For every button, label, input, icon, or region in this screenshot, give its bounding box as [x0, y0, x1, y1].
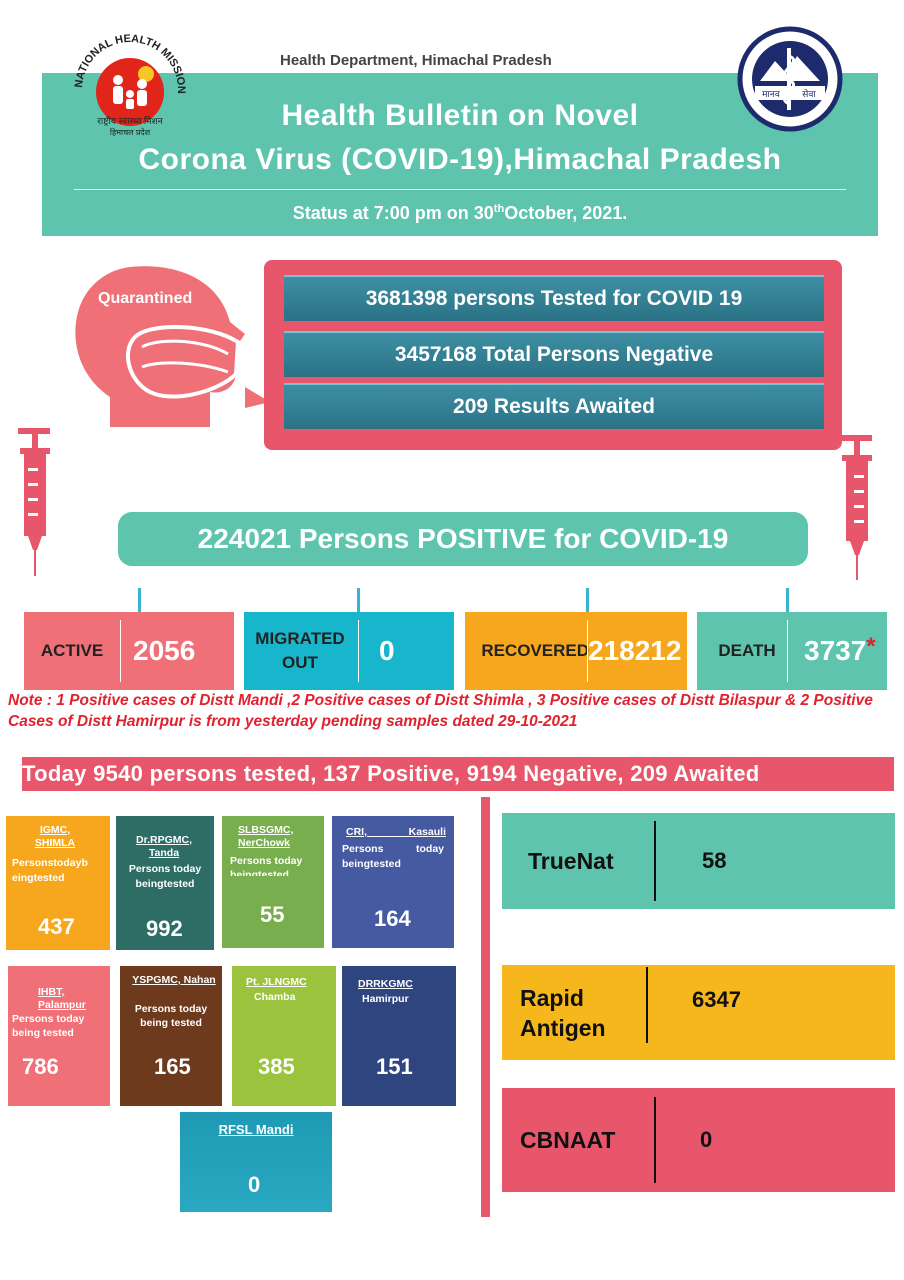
rapid-antigen-box: Rapid Antigen 6347	[502, 965, 895, 1060]
lab-desc: Personstodayb eingtested	[12, 857, 88, 884]
banner-divider	[74, 189, 846, 190]
cbnaat-label: CBNAAT	[520, 1126, 616, 1153]
lab-name: YSPGMC, Nahan	[132, 974, 216, 986]
truenat-box: TrueNat 58	[502, 813, 895, 909]
svg-text:मानव: मानव	[762, 89, 781, 99]
lab-box-rfsl: RFSL Mandi 0	[180, 1112, 332, 1212]
lab-name: SLBSGMC, NerChowk	[238, 824, 294, 849]
connector-tick	[357, 588, 360, 612]
lab-name: RFSL Mandi	[218, 1122, 294, 1137]
recovered-label: RECOVERED	[481, 641, 589, 660]
nhm-logo: NATIONAL HEALTH MISSION राष्ट्रीय स्वास्…	[60, 28, 200, 138]
lab-desc: Persons today being tested	[134, 1003, 208, 1029]
lab-value: 786	[22, 1054, 59, 1079]
lab-desc: Hamirpur	[362, 993, 409, 1005]
quarantined-illustration: Quarantined	[70, 262, 270, 442]
today-summary-bar: Today 9540 persons tested, 137 Positive,…	[22, 757, 894, 791]
migrated-box: MIGRATED OUT 0	[244, 612, 454, 690]
syringe-icon	[18, 428, 50, 576]
status-date: Status at 7:00 pm on 30thOctober, 2021.	[292, 203, 628, 223]
recovered-box: RECOVERED 218212	[465, 612, 687, 690]
lab-value: 164	[374, 906, 411, 931]
lab-name: DRRKGMC	[358, 978, 413, 990]
migrated-value: 0	[379, 635, 395, 666]
active-box: ACTIVE 2056	[24, 612, 234, 690]
quarantined-label: Quarantined	[98, 290, 193, 307]
page-title-line2: Corona Virus (COVID-19),Himachal Pradesh	[138, 143, 782, 176]
lab-value: 992	[146, 916, 183, 941]
lab-value: 437	[38, 914, 75, 939]
lab-box-slbsgmc: SLBSGMC, NerChowk Persons today beingtes…	[222, 816, 324, 948]
migrated-label: MIGRATED OUT	[255, 629, 345, 672]
rapid-antigen-label: Rapid Antigen	[520, 984, 606, 1041]
connector-tick	[138, 588, 141, 612]
truenat-label: TrueNat	[528, 847, 614, 874]
lab-desc: Persons today beingtested	[230, 855, 303, 876]
death-value: 3737	[804, 635, 867, 666]
lab-value: 165	[154, 1054, 191, 1079]
lab-name: CRI, Kasauli	[346, 826, 446, 838]
page-title-line1: Health Bulletin on Novel	[281, 99, 639, 132]
lab-value: 0	[248, 1172, 261, 1197]
active-value: 2056	[133, 635, 196, 666]
death-label: DEATH	[718, 641, 776, 660]
lab-desc: Persons today beingtested	[128, 863, 202, 890]
lab-box-cri: CRI, Kasauli Persons today beingtested 1…	[332, 816, 454, 948]
lab-box-yspgmc: YSPGMC, Nahan Persons today being tested…	[120, 966, 222, 1106]
active-label: ACTIVE	[40, 641, 104, 660]
lab-value: 151	[376, 1054, 413, 1079]
department-name: Health Department, Himachal Pradesh	[280, 52, 552, 69]
lab-box-rpgmc: Dr.RPGMC, Tanda Persons today beingteste…	[116, 816, 214, 950]
lab-box-ihbt: IHBT, Palampur Persons today being teste…	[8, 966, 110, 1106]
tested-stat: 3681398 persons Tested for COVID 19	[284, 275, 824, 321]
lab-name: Dr.RPGMC, Tanda	[135, 834, 192, 859]
rapid-antigen-value: 6347	[692, 986, 741, 1012]
title-banner: Health Bulletin on Novel Corona Virus (C…	[42, 73, 878, 236]
cbnaat-box: CBNAAT 0	[502, 1088, 895, 1192]
negative-stat: 3457168 Total Persons Negative	[284, 331, 824, 377]
lab-value: 385	[258, 1054, 295, 1079]
lab-value: 55	[260, 902, 285, 927]
recovered-value: 218212	[588, 635, 682, 666]
positive-total-bar: 224021 Persons POSITIVE for COVID-19	[118, 512, 808, 566]
syringe-right	[836, 435, 878, 580]
connector-tick	[586, 588, 589, 612]
svg-text:राष्ट्रीय स्वास्थ्य मिशन: राष्ट्रीय स्वास्थ्य मिशन	[97, 115, 164, 126]
lab-name: IHBT, Palampur	[38, 986, 86, 1011]
testing-panel: 3681398 persons Tested for COVID 19 3457…	[264, 260, 842, 450]
lab-box-jlngmc: Pt. JLNGMC Chamba 385	[232, 966, 336, 1106]
lab-name: Pt. JLNGMC	[246, 976, 307, 988]
svg-text:सेवा: सेवा	[802, 88, 816, 99]
lab-desc: Persons today being tested	[12, 1013, 85, 1039]
lab-desc: Persons today beingtested	[342, 843, 444, 870]
death-asterisk: *	[866, 633, 876, 660]
lab-desc: Chamba	[254, 991, 296, 1003]
lab-name: IGMC, SHIMLA	[34, 824, 76, 849]
death-box: DEATH 3737 *	[697, 612, 887, 690]
lab-box-drrkgmc: DRRKGMC Hamirpur 151	[342, 966, 456, 1106]
truenat-value: 58	[702, 848, 727, 873]
caduceus-emblem-icon: मानव सेवा	[737, 26, 843, 132]
syringe-icon	[840, 435, 872, 580]
syringe-left	[14, 428, 56, 576]
svg-text:हिमाचल प्रदेश: हिमाचल प्रदेश	[110, 127, 151, 137]
awaited-stat: 209 Results Awaited	[284, 383, 824, 429]
health-dept-emblem: मानव सेवा	[735, 26, 845, 132]
note-text: Note : 1 Positive cases of Distt Mandi ,…	[8, 692, 873, 730]
masked-head-icon	[75, 266, 270, 427]
lab-box-igmc: IGMC, SHIMLA Personstodayb eingtested 43…	[6, 816, 110, 950]
connector-tick	[786, 588, 789, 612]
nhm-logo-icon: NATIONAL HEALTH MISSION राष्ट्रीय स्वास्…	[73, 33, 187, 137]
section-divider	[481, 797, 490, 1217]
cbnaat-value: 0	[700, 1127, 713, 1152]
